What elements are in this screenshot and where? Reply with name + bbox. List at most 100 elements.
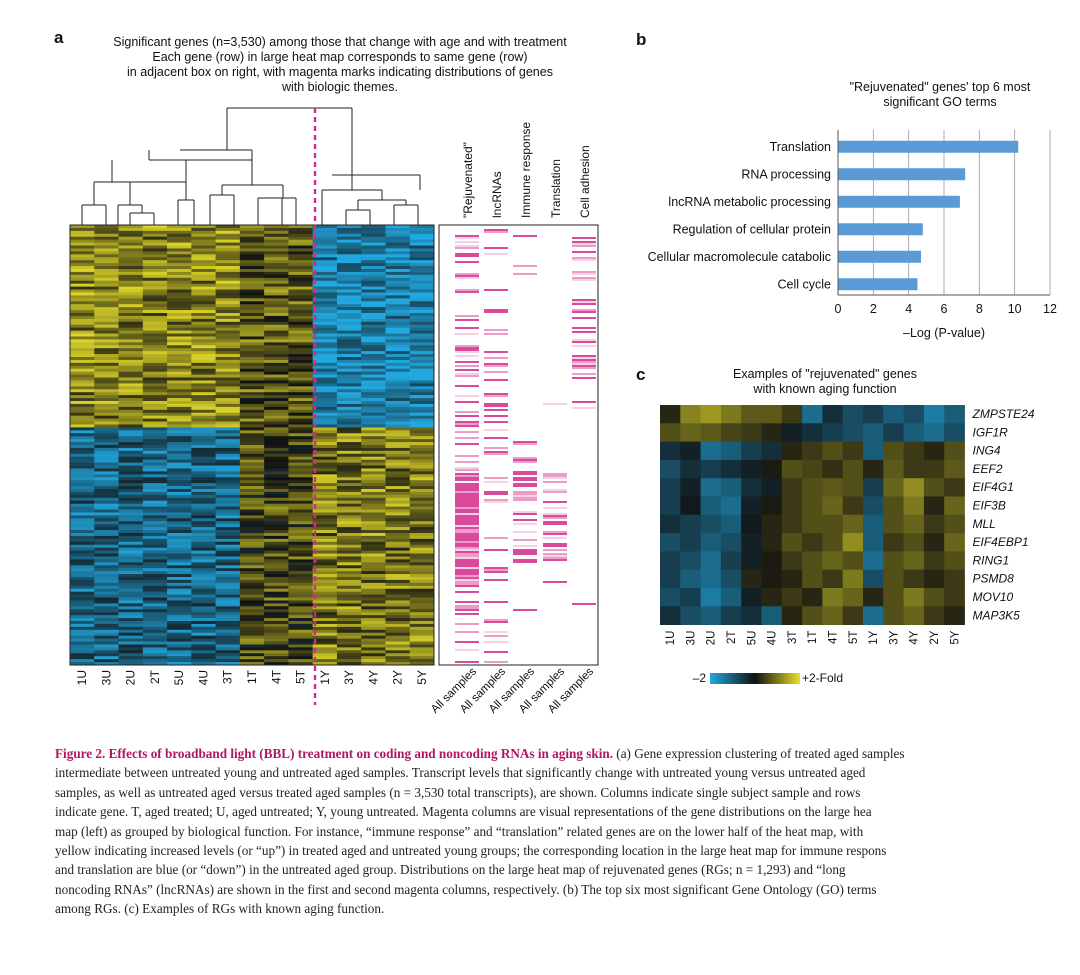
heatmap-cell	[336, 480, 362, 484]
heatmap-cell	[312, 653, 338, 657]
heatmap-cell	[191, 626, 216, 631]
heatmap-cell	[264, 433, 289, 437]
small-heatmap-cell	[680, 569, 701, 589]
theme-mark	[455, 365, 479, 367]
heatmap-cell	[409, 574, 435, 578]
small-heatmap-cell	[700, 551, 722, 571]
heatmap-cell	[215, 450, 241, 455]
heatmap-cell	[409, 409, 435, 414]
heatmap-cell	[167, 401, 192, 405]
heatmap-cell	[167, 386, 192, 390]
heatmap-cell	[167, 459, 192, 463]
heatmap-cell	[264, 538, 289, 543]
heatmap-cell	[336, 321, 362, 326]
heatmap-cell	[70, 565, 95, 569]
heatmap-cell	[215, 524, 241, 528]
heatmap-cell	[142, 283, 168, 287]
heatmap-cell	[385, 304, 411, 308]
theme-mark	[572, 363, 596, 365]
heatmap-cell	[142, 609, 168, 613]
heatmap-cell	[385, 315, 411, 320]
heatmap-cell	[70, 359, 95, 364]
heatmap-cell	[264, 453, 289, 458]
small-heatmap-cell	[741, 533, 762, 552]
heatmap-cell	[118, 318, 144, 323]
heatmap-cell	[336, 421, 362, 425]
heatmap-cell	[385, 512, 411, 516]
heatmap-cell	[264, 568, 289, 572]
heatmap-cell	[288, 556, 314, 560]
heatmap-cell	[409, 365, 435, 370]
heatmap-cell	[336, 274, 362, 279]
heatmap-cell	[312, 298, 338, 302]
heatmap-cell	[264, 477, 289, 481]
heatmap-cell	[361, 368, 386, 373]
theme-mark	[455, 235, 479, 237]
heatmap-cell	[94, 574, 119, 578]
theme-mark	[455, 275, 479, 277]
heatmap-cell	[361, 304, 386, 308]
heatmap-cell	[142, 459, 168, 463]
heatmap-cell	[142, 653, 168, 657]
theme-header: "Rejuvenated"	[461, 142, 475, 218]
legend-low-label: –2	[693, 671, 707, 685]
theme-mark	[572, 279, 596, 281]
heatmap-cell	[94, 439, 119, 443]
heatmap-cell	[336, 518, 362, 522]
heatmap-cell	[336, 506, 362, 510]
small-heatmap-cell	[761, 423, 783, 442]
small-heatmap-cell	[700, 588, 722, 607]
theme-mark	[484, 451, 508, 453]
heatmap-cell	[142, 433, 168, 437]
heatmap-cell	[94, 271, 119, 276]
heatmap-cell	[336, 497, 362, 502]
heatmap-cell	[312, 409, 338, 414]
theme-mark	[543, 555, 567, 557]
heatmap-cell	[264, 239, 289, 243]
heatmap-cell	[361, 266, 386, 270]
heatmap-cell	[312, 254, 338, 258]
heatmap-cell	[94, 585, 119, 590]
bar-chart-bar	[838, 168, 966, 181]
heatmap-cell	[191, 433, 216, 437]
heatmap-cell	[118, 301, 144, 305]
heatmap-cell	[142, 254, 168, 258]
heatmap-cell	[385, 530, 411, 534]
heatmap-cell	[94, 535, 119, 540]
heatmap-cell	[409, 582, 435, 587]
heatmap-cell	[142, 392, 168, 396]
small-heatmap-cell	[863, 514, 884, 534]
heatmap-cell	[118, 462, 144, 466]
heatmap-cell	[336, 304, 362, 308]
heatmap-cell	[70, 653, 95, 657]
heatmap-cell	[167, 474, 192, 478]
heatmap-cell	[288, 321, 314, 326]
heatmap-cell	[336, 318, 362, 323]
heatmap-cell	[191, 371, 216, 375]
heatmap-cell	[70, 398, 95, 402]
heatmap-cell	[94, 600, 119, 604]
heatmap-cell	[409, 395, 435, 399]
heatmap-cell	[409, 450, 435, 455]
heatmap-cell	[409, 653, 435, 657]
heatmap-cell	[239, 591, 265, 595]
heatmap-cell	[142, 541, 168, 546]
small-heatmap-cell	[680, 496, 701, 516]
heatmap-cell	[239, 351, 265, 355]
theme-mark	[513, 235, 537, 237]
theme-mark	[513, 559, 537, 561]
heatmap-cell	[215, 236, 241, 241]
heatmap-cell	[264, 503, 289, 507]
heatmap-cell	[167, 354, 192, 358]
heatmap-cell	[361, 489, 386, 493]
heatmap-cell	[361, 662, 386, 666]
heatmap-cell	[264, 656, 289, 660]
heatmap-cell	[70, 568, 95, 572]
heatmap-cell	[118, 433, 144, 437]
gene-labels: ZMPSTE24IGF1RING4EEF2EIF4G1EIF3BMLLEIF4E…	[972, 407, 1035, 622]
heatmap-cell	[94, 230, 119, 235]
heatmap-cell	[94, 377, 119, 381]
bar-chart-bar	[838, 223, 923, 236]
heatmap-cell	[312, 462, 338, 466]
heatmap-cell	[142, 269, 168, 273]
